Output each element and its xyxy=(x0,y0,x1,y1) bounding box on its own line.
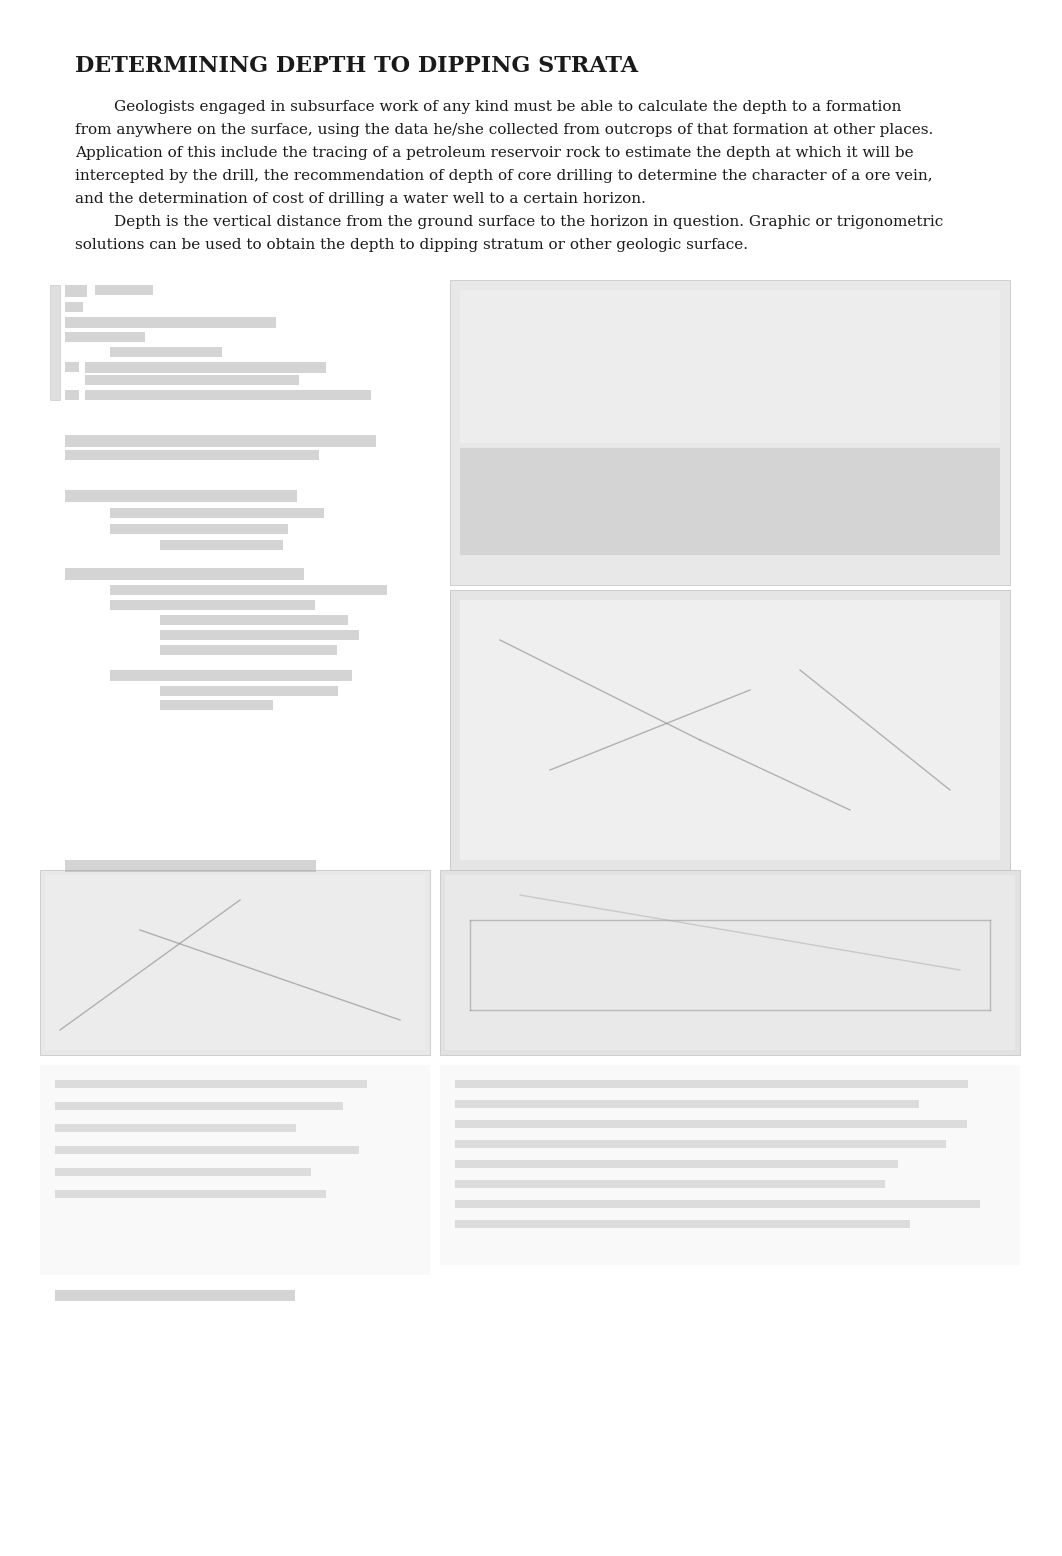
Bar xyxy=(440,1064,1020,1265)
Bar xyxy=(455,1100,919,1108)
Bar xyxy=(455,1220,910,1228)
Bar xyxy=(160,646,337,655)
Bar xyxy=(55,1190,326,1198)
Bar xyxy=(160,630,359,640)
Bar xyxy=(450,590,1010,870)
Bar xyxy=(55,1290,295,1301)
Bar xyxy=(455,1141,946,1148)
Bar xyxy=(65,302,83,313)
Bar xyxy=(65,568,304,580)
Text: Application of this include the tracing of a petroleum reservoir rock to estimat: Application of this include the tracing … xyxy=(75,146,913,160)
Bar xyxy=(455,1120,967,1128)
Bar xyxy=(110,585,388,594)
Bar xyxy=(110,524,288,534)
Bar xyxy=(65,363,79,372)
Text: solutions can be used to obtain the depth to dipping stratum or other geologic s: solutions can be used to obtain the dept… xyxy=(75,238,748,252)
Bar xyxy=(455,1080,967,1088)
Bar xyxy=(455,1161,898,1169)
Bar xyxy=(455,1179,885,1187)
Text: Geologists engaged in subsurface work of any kind must be able to calculate the : Geologists engaged in subsurface work of… xyxy=(75,100,902,114)
Bar xyxy=(160,615,348,626)
Bar xyxy=(160,686,338,696)
Bar xyxy=(85,375,298,384)
Bar xyxy=(40,870,430,1055)
Text: and the determination of cost of drilling a water well to a certain horizon.: and the determination of cost of drillin… xyxy=(75,191,646,205)
Bar xyxy=(95,285,153,296)
Bar xyxy=(55,1147,359,1155)
Bar xyxy=(55,1080,367,1088)
Bar xyxy=(65,860,315,871)
Bar xyxy=(460,289,1000,442)
Bar xyxy=(50,285,59,400)
Bar xyxy=(160,540,284,549)
Bar xyxy=(445,874,1015,1050)
Bar xyxy=(460,448,1000,554)
Bar xyxy=(65,317,276,328)
Text: intercepted by the drill, the recommendation of depth of core drilling to determ: intercepted by the drill, the recommenda… xyxy=(75,170,932,184)
Bar xyxy=(450,280,1010,585)
Bar xyxy=(45,874,425,1050)
Bar xyxy=(65,285,86,297)
Bar xyxy=(110,601,315,610)
Text: from anywhere on the surface, using the data he/she collected from outcrops of t: from anywhere on the surface, using the … xyxy=(75,123,933,137)
Bar xyxy=(110,671,353,682)
Text: Depth is the vertical distance from the ground surface to the horizon in questio: Depth is the vertical distance from the … xyxy=(75,215,943,229)
Bar xyxy=(85,391,371,400)
Bar xyxy=(160,700,273,710)
Bar xyxy=(55,1102,343,1109)
Bar xyxy=(110,347,222,356)
Text: DETERMINING DEPTH TO DIPPING STRATA: DETERMINING DEPTH TO DIPPING STRATA xyxy=(75,54,638,76)
Bar xyxy=(65,490,297,503)
Bar xyxy=(65,436,376,447)
Bar xyxy=(65,450,319,461)
Bar xyxy=(85,363,326,373)
Bar xyxy=(55,1169,311,1176)
Bar xyxy=(460,601,1000,860)
Bar xyxy=(55,1123,296,1133)
Bar xyxy=(65,391,79,400)
Bar xyxy=(440,870,1020,1055)
Bar xyxy=(455,1200,980,1207)
Bar xyxy=(110,507,324,518)
Bar xyxy=(40,1064,430,1274)
Bar xyxy=(65,331,144,342)
